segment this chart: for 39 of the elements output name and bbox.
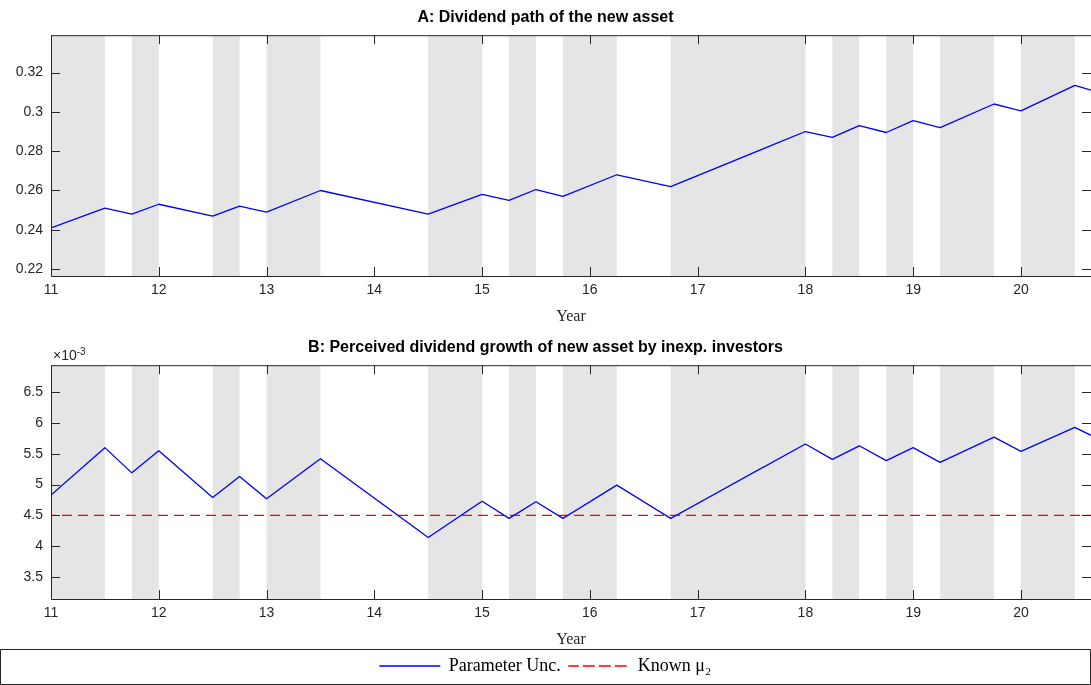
x-tick-label: 16 [582, 281, 598, 298]
y-tick-label: 4.5 [23, 506, 44, 523]
y-tick-label: 4 [35, 536, 44, 553]
x-tick-label: 11 [43, 281, 59, 298]
y-tick-label: 6.5 [23, 383, 44, 400]
y-tick-label: 0.28 [15, 142, 44, 159]
x-tick-label: 18 [797, 604, 814, 621]
x-tick-label: 15 [474, 604, 491, 621]
y-tick-label: 0.26 [15, 181, 44, 198]
x-tick-label: 12 [150, 604, 167, 621]
x-tick-label: 17 [689, 281, 706, 298]
x-axis-title: Year [556, 629, 587, 647]
x-tick-label: 16 [582, 604, 598, 621]
x-tick-label: 15 [474, 281, 491, 298]
x-tick-label: 19 [905, 281, 922, 298]
y-tick-label: 6 [35, 413, 44, 430]
x-tick-label: 20 [1013, 281, 1029, 298]
x-tick-label: 11 [43, 604, 59, 621]
x-tick-label: 19 [905, 604, 922, 621]
y-tick-label: 0.3 [23, 102, 44, 119]
x-tick-label: 12 [150, 281, 167, 298]
x-tick-label: 14 [366, 604, 383, 621]
legend-label: Parameter Unc. [448, 654, 561, 675]
chart-title: B: Perceived dividend growth of new asset by inexp. investors [308, 338, 783, 356]
x-tick-label: 13 [258, 604, 275, 621]
x-tick-label: 18 [797, 281, 814, 298]
x-tick-label: 13 [258, 281, 275, 298]
y-tick-label: 5 [35, 475, 44, 492]
x-axis-title: Year [556, 306, 587, 324]
x-tick-label: 14 [366, 281, 383, 298]
y-tick-label: 0.22 [15, 259, 44, 276]
y-tick-label: 0.32 [15, 63, 44, 80]
x-tick-label: 20 [1013, 604, 1029, 621]
chart-title: A: Dividend path of the new asset [417, 8, 675, 26]
y-tick-label: 3.5 [23, 567, 44, 584]
y-tick-label: 0.24 [15, 220, 44, 237]
y-tick-label: 5.5 [23, 444, 44, 461]
legend-label: Known μ₂ [637, 654, 712, 675]
x-tick-label: 17 [689, 604, 706, 621]
